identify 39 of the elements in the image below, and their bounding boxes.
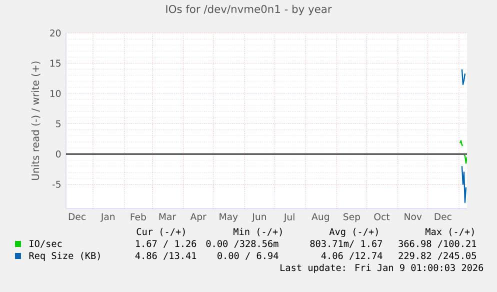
text: Cur (-/+) <box>136 228 185 236</box>
x-tick-label: May <box>220 213 238 222</box>
x-tick-label: Dec <box>68 213 86 220</box>
x-tick-label: Jan <box>100 213 115 222</box>
text: 366.98 /100.21 <box>398 240 476 248</box>
y-tick-label: 5 <box>56 120 60 128</box>
line-series <box>461 68 466 86</box>
text: Min (-/+) <box>234 228 282 236</box>
y-tick-label: 20 <box>50 29 61 37</box>
text: 229.82 /245.05 <box>398 252 476 260</box>
text: 0.00 / 6.94 <box>218 252 278 260</box>
text: 4.06 /12.74 <box>321 252 382 260</box>
x-tick-label: Aug <box>312 213 329 222</box>
x-tick-label: Oct <box>374 213 390 220</box>
x-tick-label: Jul <box>283 213 294 222</box>
x-tick-label: Dec <box>434 213 452 220</box>
line-series <box>461 166 467 204</box>
text: Max (-/+) <box>426 228 474 236</box>
y-tick-label: 15 <box>50 60 60 67</box>
chart-title: IOs for /dev/nvme0n1 - by year <box>166 4 332 16</box>
text: 4.86 /13.41 <box>135 252 196 260</box>
y-axis-title: Units read (-) / write (+) <box>31 62 40 180</box>
x-tick-label: Jun <box>252 213 266 222</box>
text: Avg (-/+) <box>329 228 378 237</box>
y-tick-label: 10 <box>50 90 61 98</box>
text: 1.67 / 1.26 <box>136 240 196 248</box>
legend-label: Req Size (KB) <box>29 252 100 261</box>
x-tick-label: Nov <box>404 213 422 220</box>
x-tick-label: Apr <box>190 213 206 222</box>
legend-label: IO/sec <box>30 240 62 248</box>
x-tick-label: Mar <box>159 213 176 220</box>
text: 0.00 /328.56m <box>206 240 278 248</box>
text: 803.71m/ 1.67 <box>310 240 382 248</box>
line-series <box>463 154 467 164</box>
y-tick-label: 0 <box>56 150 61 158</box>
x-tick-label: Feb <box>130 213 146 220</box>
text: Last update: Fri Jan 9 01:00:03 2026 <box>280 264 484 273</box>
x-tick-label: Sep <box>344 213 360 222</box>
y-tick-label: -5 <box>52 180 60 188</box>
